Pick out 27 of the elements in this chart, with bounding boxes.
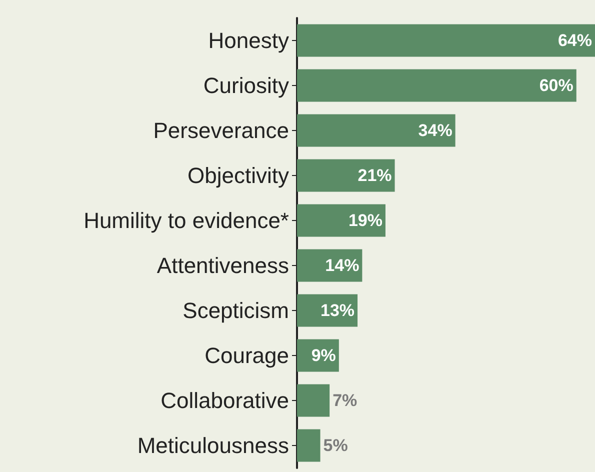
bar: [297, 429, 320, 462]
y-tick-label: Collaborative: [160, 388, 289, 413]
bar: [297, 24, 595, 57]
data-label: 7%: [332, 391, 358, 410]
bar: [297, 384, 330, 417]
data-label: 19%: [348, 211, 382, 230]
y-tick-label: Attentiveness: [156, 253, 289, 278]
data-label: 5%: [323, 436, 348, 455]
bar: [297, 204, 386, 237]
y-tick-label: Objectivity: [188, 163, 289, 188]
y-tick-label: Meticulousness: [137, 433, 289, 458]
y-tick-label: Humility to evidence*: [84, 208, 290, 233]
data-label: 64%: [558, 31, 592, 50]
data-label: 60%: [539, 76, 574, 95]
data-label: 13%: [320, 301, 355, 320]
data-label: 34%: [418, 121, 452, 140]
data-label: 21%: [358, 166, 392, 185]
data-label: 9%: [311, 346, 336, 365]
bar: [297, 69, 576, 102]
y-tick-label: Honesty: [208, 28, 289, 53]
y-tick-label: Scepticism: [182, 298, 289, 323]
y-tick-label: Perseverance: [153, 118, 289, 143]
bar: [297, 159, 395, 192]
data-label: 14%: [325, 256, 360, 275]
y-tick-label: Courage: [204, 343, 289, 368]
bar: [297, 114, 456, 147]
y-tick-label: Curiosity: [203, 73, 289, 98]
